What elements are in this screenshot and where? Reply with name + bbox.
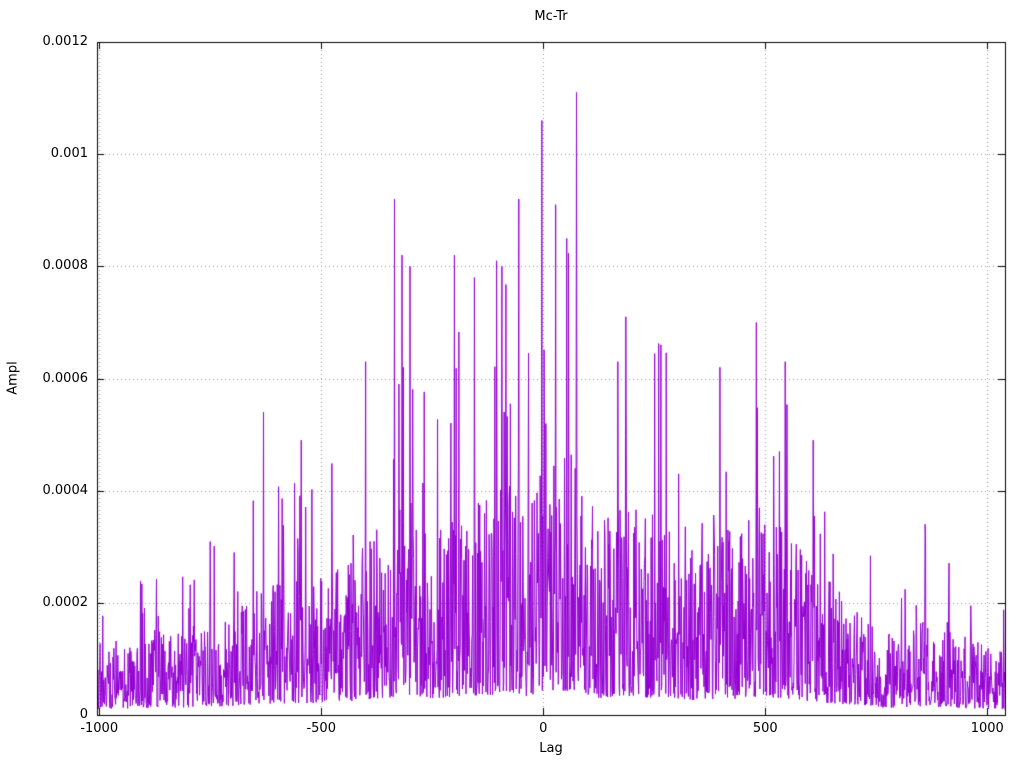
x-axis-label: Lag (539, 741, 563, 756)
y-axis-label: Ampl (5, 361, 21, 395)
chart-title: Mc-Tr (534, 9, 568, 24)
